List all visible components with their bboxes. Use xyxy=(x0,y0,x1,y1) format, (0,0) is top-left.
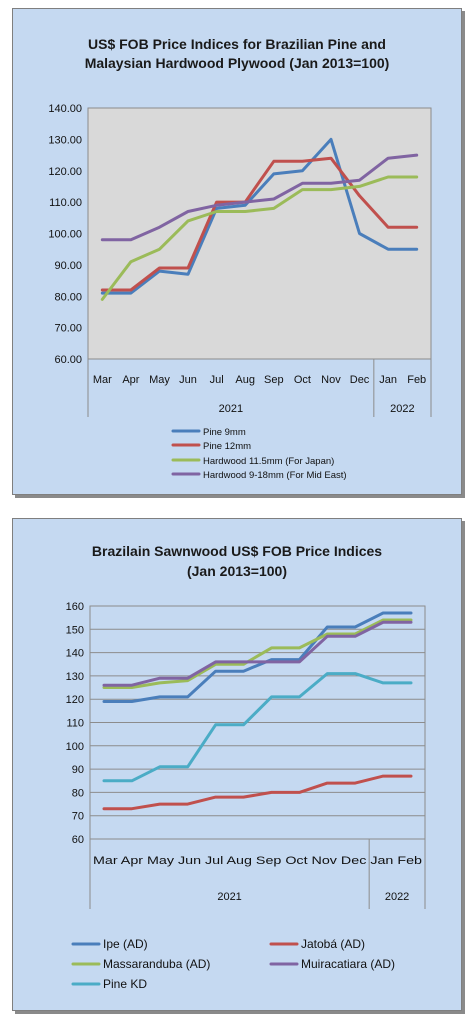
chart-title-line-1: Brazilain Sawnwood US$ FOB Price Indices xyxy=(91,543,383,559)
legend-label: Jatobá (AD) xyxy=(301,937,365,951)
year-group-label: 2021 xyxy=(219,403,243,415)
chart-title-line-2: (Jan 2013=100) xyxy=(186,563,288,579)
y-tick-label: 130 xyxy=(66,671,84,683)
year-group-label: 2021 xyxy=(217,891,241,903)
y-tick-label: 120 xyxy=(66,694,84,706)
legend-label: Ipe (AD) xyxy=(103,937,148,951)
x-tick-label: May xyxy=(149,374,170,386)
series-line xyxy=(102,611,413,703)
y-tick-label: 80.00 xyxy=(54,291,82,303)
y-tick-label: 100 xyxy=(66,741,84,753)
series-line xyxy=(100,137,419,295)
legend-label: Pine 9mm xyxy=(203,427,246,438)
x-tick-label: Jun xyxy=(179,374,197,386)
x-tick-label: Mar xyxy=(93,374,112,386)
legend-label: Massaranduba (AD) xyxy=(103,957,210,971)
y-tick-label: 140.00 xyxy=(48,103,82,115)
y-tick-label: 70.00 xyxy=(54,323,82,335)
legend-label: Pine 12mm xyxy=(203,441,251,452)
series-line xyxy=(102,774,413,811)
series-line xyxy=(102,618,413,689)
series-line xyxy=(102,620,413,687)
x-tick-label: Aug xyxy=(235,374,255,386)
x-tick-labels: Mar Apr May Jun Jul Aug Sep Oct Nov Dec … xyxy=(93,855,422,867)
x-tick-label: Dec xyxy=(350,374,370,386)
series-line xyxy=(102,672,413,783)
plywood-chart-panel: US$ FOB Price Indices for Brazilian Pine… xyxy=(12,8,462,495)
y-tick-label: 90 xyxy=(72,764,84,776)
y-tick-label: 80 xyxy=(72,787,84,799)
x-tick-label: Jan xyxy=(379,374,397,386)
chart-title: US$ FOB Price Indices for Brazilian Pine… xyxy=(13,35,461,73)
legend-label: Pine KD xyxy=(103,977,147,991)
year-group-label: 2022 xyxy=(385,891,409,903)
series-line xyxy=(100,153,419,242)
plywood-chart-svg: 60.00 70.00 80.00 90.00 100.00 110.00 120.00 13… xyxy=(48,103,432,481)
y-tick-label: 150 xyxy=(66,624,84,636)
series-line xyxy=(100,175,419,301)
x-tick-label: Nov xyxy=(321,374,341,386)
x-tick-label: Jul xyxy=(210,374,224,386)
chart-title: Brazilain Sawnwood US$ FOB Price Indices… xyxy=(13,541,461,581)
y-tick-label: 60.00 xyxy=(54,354,82,366)
series-line xyxy=(100,156,419,292)
sawnwood-chart-svg: 60 70 80 90 100 110 120 130 140 150 160 Mar Apr May… xyxy=(66,601,426,991)
x-tick-label: Oct xyxy=(294,374,311,386)
plot-area xyxy=(87,107,432,360)
y-tick-label: 60 xyxy=(72,834,84,846)
y-tick-label: 100.00 xyxy=(48,229,82,241)
legend-label: Muiracatiara (AD) xyxy=(301,957,395,971)
x-tick-label: Sep xyxy=(264,374,284,386)
y-tick-label: 110 xyxy=(66,718,84,730)
sawnwood-chart-panel: Brazilain Sawnwood US$ FOB Price Indices… xyxy=(12,518,462,1011)
year-group-label: 2022 xyxy=(390,403,414,415)
x-tick-label: Apr xyxy=(122,374,139,386)
y-tick-label: 160 xyxy=(66,601,84,613)
y-tick-label: 110.00 xyxy=(49,197,82,209)
legend-label: Hardwood 9-18mm (For Mid East) xyxy=(203,470,347,481)
y-tick-label: 130.00 xyxy=(48,134,82,146)
chart-title-line-1: US$ FOB Price Indices for Brazilian Pine… xyxy=(88,36,386,52)
legend-label: Hardwood 11.5mm (For Japan) xyxy=(203,456,334,467)
y-tick-label: 140 xyxy=(66,648,84,660)
x-tick-label: Feb xyxy=(407,374,426,386)
y-tick-label: 120.00 xyxy=(48,166,82,178)
chart-title-line-2: Malaysian Hardwood Plywood (Jan 2013=100… xyxy=(84,55,390,71)
y-tick-label: 70 xyxy=(72,811,84,823)
y-tick-label: 90.00 xyxy=(54,260,82,272)
